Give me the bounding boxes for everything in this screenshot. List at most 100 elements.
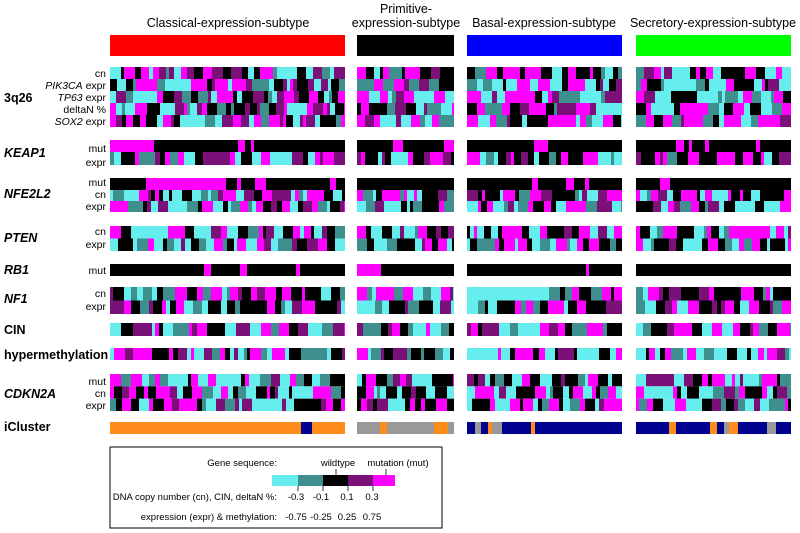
heatmap-cell: [203, 152, 211, 165]
heatmap-cell: [672, 115, 681, 127]
heatmap-cell: [717, 140, 722, 152]
heatmap-cell: [646, 348, 649, 360]
heatmap-cell: [606, 422, 609, 434]
heatmap-cell: [507, 115, 510, 127]
heatmap-cell: [760, 238, 767, 251]
heatmap-cell: [396, 115, 401, 127]
heatmap-cell: [660, 178, 667, 190]
row-label-nf1-cn: cn: [95, 288, 106, 300]
heatmap-cell: [688, 190, 697, 201]
heatmap-cell: [685, 323, 692, 336]
heatmap-cell: [299, 91, 309, 103]
heatmap-cell: [238, 226, 248, 239]
heatmap-cell: [494, 287, 499, 301]
heatmap-cell: [724, 67, 734, 79]
heatmap-cell: [724, 386, 735, 399]
heatmap-cell: [699, 300, 709, 314]
heatmap-cell: [380, 115, 385, 127]
heatmap-cell: [211, 91, 217, 103]
heatmap-cell: [415, 238, 422, 251]
heatmap-cell: [688, 226, 694, 239]
heatmap-cell: [436, 398, 447, 411]
heatmap-cell: [504, 178, 513, 190]
heatmap-cell: [542, 398, 549, 411]
heatmap-cell: [303, 152, 308, 165]
group-title-pten: PTEN: [4, 231, 38, 245]
heatmap-cell: [121, 374, 131, 387]
heatmap-cell: [331, 287, 340, 301]
heatmap-cell: [383, 79, 394, 91]
heatmap-cell: [245, 103, 250, 115]
heatmap-cell: [422, 238, 425, 251]
heatmap-cell: [265, 287, 276, 301]
heatmap-cell: [702, 323, 712, 336]
heatmap-cell: [657, 103, 664, 115]
heatmap-cell: [388, 91, 392, 103]
heatmap-cell: [199, 238, 206, 251]
heatmap-cell: [333, 398, 341, 411]
heatmap-cell: [688, 300, 699, 314]
heatmap-cell: [320, 140, 329, 152]
heatmap-cell: [254, 67, 260, 79]
heatmap-cell: [424, 103, 427, 115]
heatmap-cell: [326, 115, 336, 127]
heatmap-cell: [667, 178, 670, 190]
heatmap-cell: [279, 323, 289, 336]
heatmap-cell: [273, 422, 279, 434]
heatmap-cell: [164, 264, 172, 276]
heatmap-cell: [283, 190, 291, 201]
heatmap-cell: [544, 201, 551, 212]
heatmap-cell: [241, 152, 252, 165]
heatmap-cell: [174, 115, 180, 127]
heatmap-cell: [177, 264, 185, 276]
heatmap-cell: [381, 323, 388, 336]
heatmap-cell: [664, 374, 674, 387]
heatmap-cell: [616, 238, 622, 251]
heatmap-cell: [467, 190, 478, 201]
heatmap-cell: [357, 386, 366, 399]
heatmap-cell: [179, 398, 187, 411]
heatmap-cell: [535, 91, 542, 103]
heatmap-cell: [222, 115, 233, 127]
heatmap-cell: [412, 374, 422, 387]
heatmap-cell: [332, 91, 338, 103]
heatmap-cell: [248, 140, 251, 152]
heatmap-cell: [549, 67, 552, 79]
heatmap-cell: [705, 140, 709, 152]
heatmap-cell: [341, 398, 345, 411]
heatmap-cell: [329, 91, 332, 103]
heatmap-cell: [258, 264, 264, 276]
heatmap-cell: [601, 264, 612, 276]
heatmap-cell: [163, 323, 173, 336]
heatmap-cell: [252, 201, 256, 212]
heatmap-cell: [429, 79, 435, 91]
heatmap-cell: [542, 422, 552, 434]
heatmap-cell: [478, 201, 481, 212]
heatmap-cell: [323, 103, 327, 115]
heatmap-cell: [289, 264, 296, 276]
heatmap-cell: [722, 140, 733, 152]
heatmap-cell: [188, 374, 191, 387]
heatmap-cell: [611, 190, 622, 201]
heatmap-cell: [187, 287, 197, 301]
heatmap-cell: [159, 67, 166, 79]
heatmap-cell: [277, 201, 282, 212]
heatmap-cell: [735, 386, 739, 399]
heatmap-cell: [365, 152, 371, 165]
heatmap-cell: [198, 201, 202, 212]
heatmap-cell: [599, 398, 604, 411]
heatmap-cell: [752, 91, 761, 103]
heatmap-cell: [234, 348, 238, 360]
heatmap-cell: [616, 386, 622, 399]
heatmap-cell: [413, 152, 424, 165]
heatmap-cell: [276, 287, 282, 301]
heatmap-cell: [570, 398, 573, 411]
heatmap-cell: [114, 152, 117, 165]
heatmap-cell: [382, 226, 385, 239]
heatmap-cell: [336, 178, 344, 190]
heatmap-cell: [234, 103, 245, 115]
heatmap-cell: [440, 374, 443, 387]
heatmap-cell: [172, 264, 177, 276]
heatmap-cell: [508, 264, 513, 276]
heatmap-cell: [726, 264, 736, 276]
